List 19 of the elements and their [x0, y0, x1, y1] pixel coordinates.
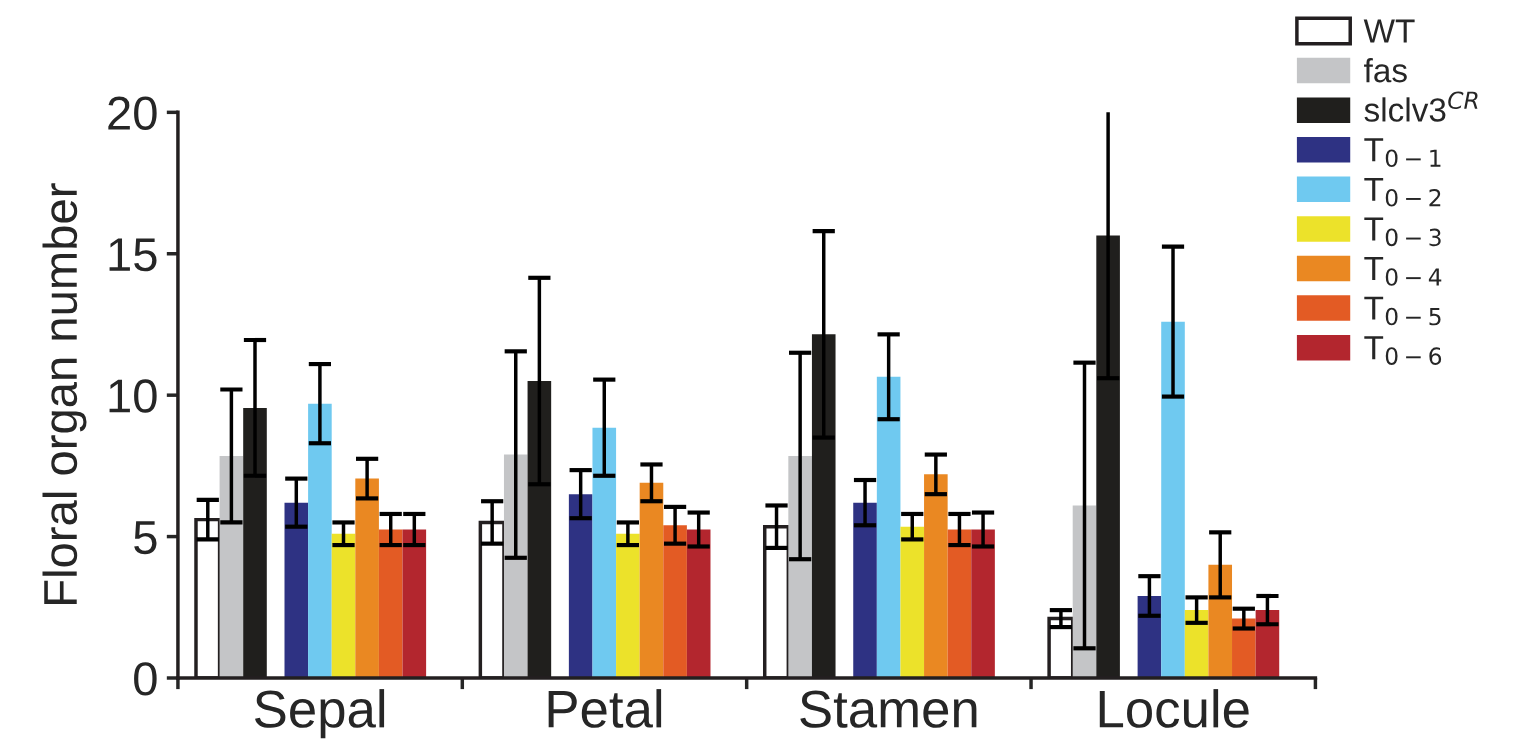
y-tick-label: 15 — [109, 238, 157, 272]
x-tick-label: Stamen — [800, 690, 977, 728]
legend-label: fas — [1364, 58, 1407, 83]
legend-label: slclv3$^{CR}$ — [1364, 91, 1478, 122]
legend-label: T$_{0−5}$ — [1364, 296, 1441, 326]
legend-label: T$_{0−2}$ — [1364, 177, 1441, 207]
y-axis-title: Floral organ number — [42, 183, 87, 604]
legend-label: WT — [1363, 19, 1415, 43]
y-tick-label: 0 — [134, 662, 157, 696]
legend-label: T$_{0−6}$ — [1364, 336, 1442, 365]
x-tick-label: Sepal — [255, 689, 385, 739]
y-tick-label: 10 — [109, 379, 157, 413]
x-tick-label: Petal — [548, 689, 662, 728]
x-tick-label: Locule — [1099, 689, 1249, 728]
legend-label: T$_{0−1}$ — [1364, 138, 1441, 168]
y-tick-label: 20 — [108, 96, 157, 130]
legend-label: T$_{0−3}$ — [1364, 217, 1441, 247]
legend-label: T$_{0−4}$ — [1364, 257, 1442, 286]
y-tick-label: 5 — [134, 521, 157, 555]
